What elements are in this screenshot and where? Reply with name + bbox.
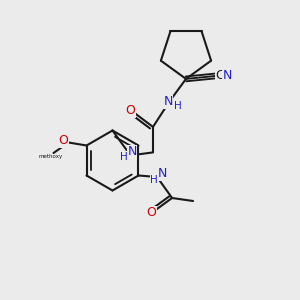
Text: N: N bbox=[163, 95, 173, 108]
Text: H: H bbox=[174, 101, 182, 111]
Text: H: H bbox=[120, 152, 128, 162]
Text: N: N bbox=[222, 69, 232, 82]
Text: C: C bbox=[215, 69, 224, 82]
Text: O: O bbox=[146, 206, 156, 220]
Text: methoxy: methoxy bbox=[39, 154, 63, 159]
Text: O: O bbox=[126, 104, 135, 118]
Text: H: H bbox=[150, 175, 158, 185]
Text: N: N bbox=[158, 167, 167, 180]
Text: O: O bbox=[58, 134, 68, 148]
Text: N: N bbox=[127, 145, 137, 158]
